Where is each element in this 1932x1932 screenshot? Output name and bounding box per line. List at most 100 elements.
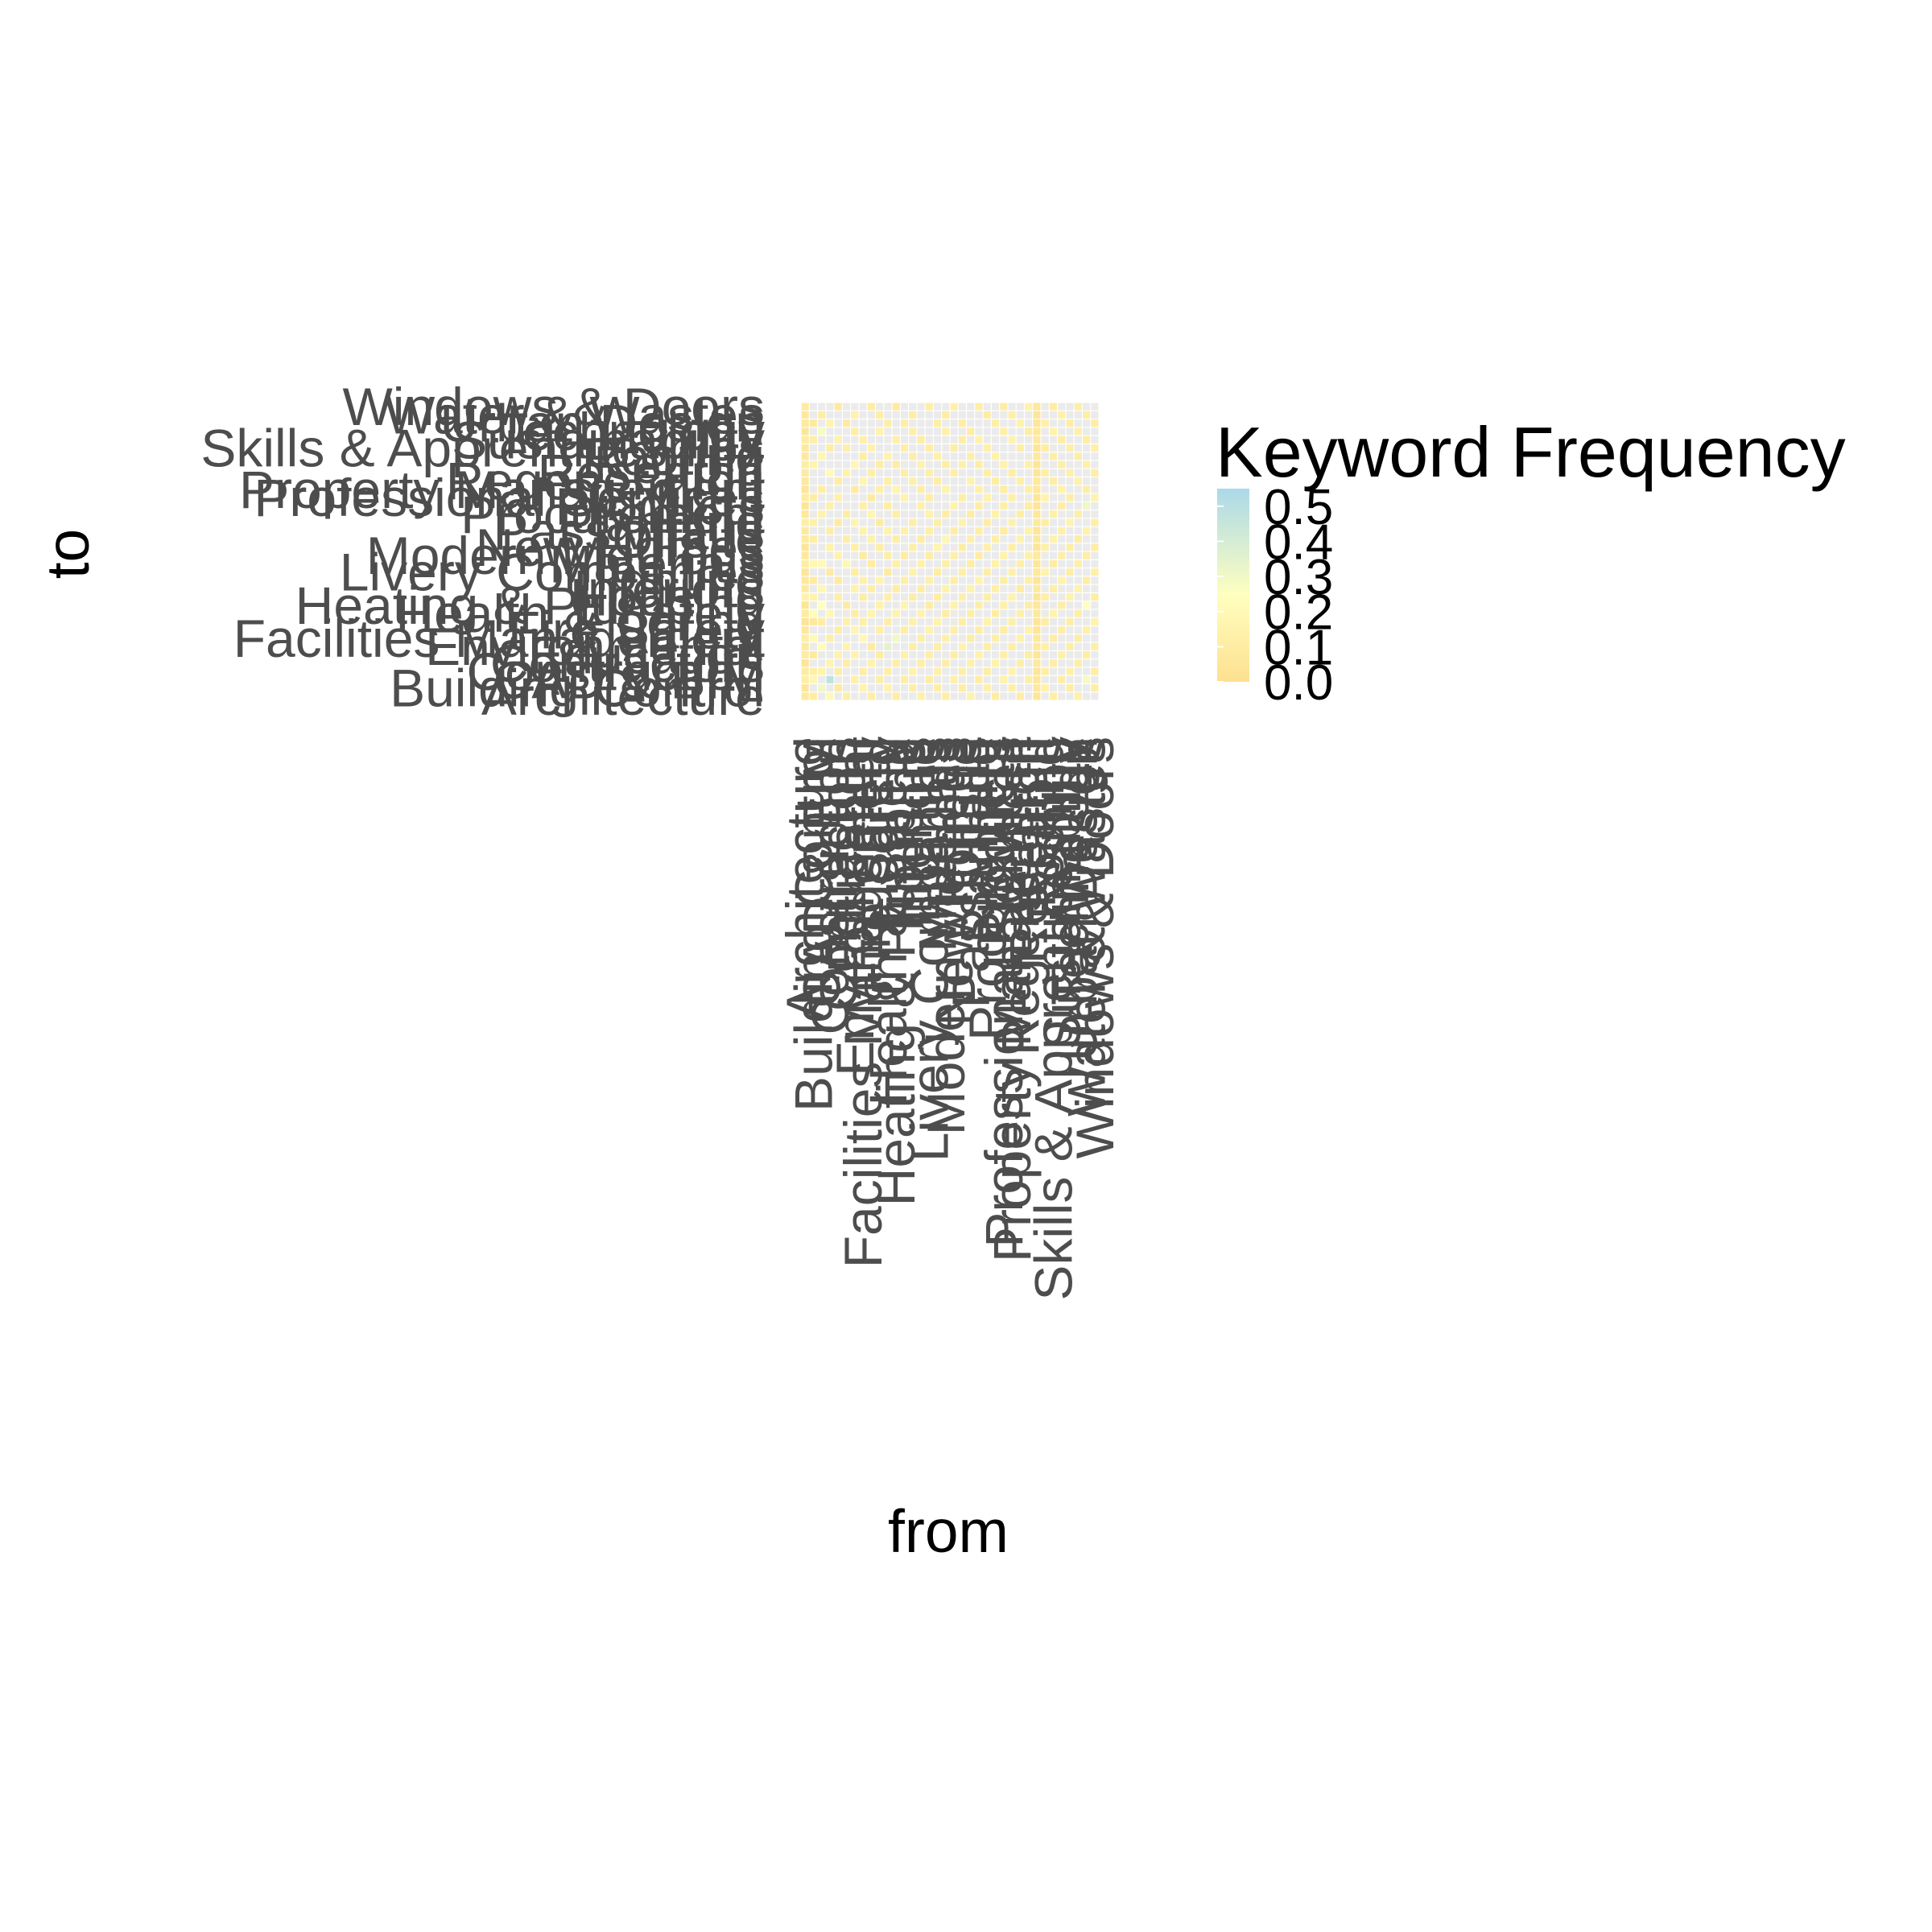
heatmap-cell [1033,692,1041,700]
heatmap-cell [1066,543,1074,551]
empty-tile [859,584,867,592]
empty-tile [1025,436,1033,444]
heatmap-cell [1016,692,1024,700]
empty-tile [1083,493,1091,502]
empty-tile [1083,444,1091,452]
heatmap-cell [991,609,1000,617]
heatmap-cell [851,485,859,493]
empty-tile [834,543,842,551]
empty-tile [1049,617,1058,625]
empty-tile [1000,518,1008,526]
heatmap-cell [892,584,900,592]
heatmap-cell [876,576,884,584]
empty-tile [1016,576,1024,584]
heatmap-cell [826,419,834,427]
heatmap-cell [1025,402,1033,411]
heatmap-cell [867,642,875,650]
empty-tile [826,477,834,485]
heatmap-cell [1033,411,1041,419]
empty-tile [900,535,909,543]
heatmap-cell [809,436,817,444]
empty-tile [842,667,851,675]
empty-tile [834,617,842,625]
heatmap-cell [1074,402,1082,411]
empty-tile [842,502,851,510]
y-tick-label: Research [538,443,765,502]
empty-tile [900,485,909,493]
empty-tile [876,493,884,502]
empty-tile [967,444,975,452]
empty-tile [942,518,950,526]
heatmap-cell [1033,485,1041,493]
empty-tile [876,526,884,535]
heatmap-cell [1049,402,1058,411]
empty-tile [1066,576,1074,584]
empty-tile [851,551,859,559]
heatmap-cell [1025,650,1033,659]
empty-tile [1066,559,1074,568]
empty-tile [917,675,925,683]
empty-tile [851,559,859,568]
heatmap-cell [975,626,983,634]
heatmap-cell [925,444,933,452]
y-tick-label: Livery Companies [340,543,765,602]
y-tick-label: Education [528,625,765,684]
y-tick-label: Urban Design [440,394,765,453]
heatmap-cell [1091,469,1099,477]
heatmap-cell [1000,601,1008,609]
heatmap-cell [818,452,826,460]
empty-tile [991,444,1000,452]
heatmap-cell [1049,535,1058,543]
empty-tile [917,650,925,659]
heatmap-cell [1000,460,1008,469]
empty-tile [967,419,975,427]
empty-tile [809,485,817,493]
empty-tile [1074,493,1082,502]
heatmap-cell [1033,502,1041,510]
heatmap-cell [859,592,867,601]
heatmap-cell [942,535,950,543]
empty-tile [1008,460,1016,469]
heatmap-cell [1058,576,1066,584]
empty-tile [818,650,826,659]
empty-tile [1091,551,1099,559]
heatmap-cell [1074,427,1082,436]
empty-tile [818,659,826,667]
heatmap-cell [1066,642,1074,650]
empty-tile [917,684,925,692]
empty-tile [934,609,942,617]
empty-tile [1016,469,1024,477]
heatmap-cell [1074,659,1082,667]
empty-tile [859,535,867,543]
empty-tile [983,559,991,568]
heatmap-cell [1033,642,1041,650]
empty-tile [958,452,966,460]
empty-tile [851,592,859,601]
heatmap-cell [958,667,966,675]
empty-tile [1016,617,1024,625]
empty-tile [917,617,925,625]
heatmap-cell [809,518,817,526]
empty-tile [1041,551,1049,559]
heatmap-cell [851,626,859,634]
empty-tile [925,436,933,444]
heatmap-cell [1066,684,1074,692]
empty-tile [909,551,917,559]
empty-tile [859,419,867,427]
x-tick-label: Retrofit [1007,737,1067,908]
heatmap-cell [842,659,851,667]
empty-tile [1008,502,1016,510]
heatmap-cell [818,601,826,609]
heatmap-cell [925,526,933,535]
empty-tile [1008,526,1016,535]
empty-tile [1049,684,1058,692]
empty-tile [967,642,975,650]
empty-tile [842,592,851,601]
heatmap-cell [967,692,975,700]
empty-tile [1074,469,1082,477]
empty-tile [967,576,975,584]
heatmap-cell [1025,551,1033,559]
empty-tile [884,444,892,452]
empty-tile [958,427,966,436]
empty-tile [925,617,933,625]
